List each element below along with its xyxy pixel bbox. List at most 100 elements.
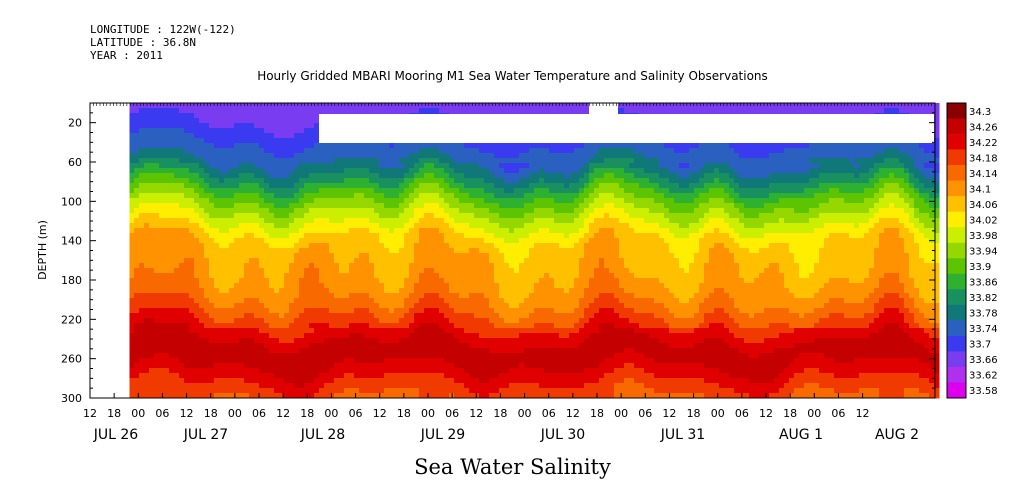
colorbar-frame	[946, 102, 967, 399]
x-tick-label: 18	[493, 407, 507, 420]
y-axis-label: DEPTH (m)	[36, 220, 49, 280]
x-tick-label: 00	[711, 407, 725, 420]
colorbar-label: 34.22	[969, 138, 998, 149]
colorbar-swatch	[947, 134, 966, 150]
colorbar-swatch	[947, 258, 966, 275]
x-tick-label: 18	[300, 407, 314, 420]
x-date-label: JUL 29	[420, 427, 465, 443]
x-tick-label: 06	[542, 407, 556, 420]
colorbar-label: 34.3	[969, 107, 991, 118]
colorbar-label: 33.9	[969, 262, 991, 273]
colorbar-label: 33.94	[969, 247, 998, 258]
colorbar-swatch	[947, 320, 966, 337]
x-tick-label: 12	[373, 407, 387, 420]
x-date-label: JUL 31	[660, 427, 705, 443]
x-tick-label: 00	[324, 407, 338, 420]
x-tick-label: 18	[107, 407, 121, 420]
colorbar: 34.3 34.26 34.22 34.18 34.14 34.1 34.06 34.02 33…	[946, 102, 998, 399]
x-tick-label: 18	[204, 407, 218, 420]
colorbar-swatch	[947, 289, 966, 306]
colorbar-label: 34.06	[969, 200, 998, 211]
colorbar-label: 34.26	[969, 122, 998, 133]
x-tick-label: 00	[518, 407, 532, 420]
colorbar-swatch	[947, 351, 966, 368]
colorbar-label: 34.1	[969, 184, 991, 195]
heatmap-field	[129, 103, 940, 399]
colorbar-label: 33.7	[969, 340, 991, 351]
x-tick-label: 06	[252, 407, 266, 420]
colorbar-swatch	[947, 227, 966, 244]
colorbar-label: 33.74	[969, 324, 998, 335]
x-tick-label: 06	[735, 407, 749, 420]
colorbar-swatch	[947, 180, 966, 197]
colorbar-swatch	[947, 304, 966, 321]
colorbar-swatch	[947, 103, 966, 119]
x-date-label: JUL 27	[183, 427, 228, 443]
colorbar-swatch	[947, 118, 966, 135]
y-tick-label: 100	[61, 195, 82, 208]
colorbar-label: 33.98	[969, 231, 998, 242]
x-tick-label: 12	[83, 407, 97, 420]
colorbar-swatch	[947, 165, 966, 181]
missing-data-masks	[90, 103, 934, 398]
x-tick-label: 12	[759, 407, 773, 420]
x-tick-label: 06	[155, 407, 169, 420]
colorbar-label: 33.82	[969, 293, 998, 304]
colorbar-swatch	[947, 273, 966, 290]
x-date-label: AUG 2	[875, 427, 919, 443]
x-axis-label: Sea Water Salinity	[414, 455, 611, 479]
x-date-label: AUG 1	[779, 427, 823, 443]
colorbar-label: 33.66	[969, 355, 998, 366]
no-data-mask	[589, 103, 618, 115]
y-tick-label: 220	[61, 313, 82, 326]
colorbar-label: 33.62	[969, 371, 998, 382]
x-date-label: JUL 28	[300, 427, 345, 443]
latitude-label: LATITUDE : 36.8N	[90, 36, 196, 49]
chart-title: Hourly Gridded MBARI Mooring M1 Sea Wate…	[257, 69, 768, 83]
x-tick-label: 06	[349, 407, 363, 420]
x-tick-label: 12	[276, 407, 290, 420]
y-tick-label: 260	[61, 353, 82, 366]
y-tick-label: 20	[68, 117, 82, 130]
x-tick-label: 12	[469, 407, 483, 420]
colorbar-label: 34.02	[969, 215, 998, 226]
no-data-mask	[319, 114, 934, 143]
x-tick-label: 12	[180, 407, 194, 420]
y-tick-label: 60	[68, 156, 82, 169]
x-tick-label: 12	[566, 407, 580, 420]
colorbar-label: 33.58	[969, 386, 998, 397]
x-tick-label: 00	[131, 407, 145, 420]
colorbar-label: 33.78	[969, 309, 998, 320]
x-tick-label: 12	[662, 407, 676, 420]
x-tick-label: 00	[421, 407, 435, 420]
x-axis: 12 18 00 06 12 18 00 06 12 18 00 06 12 18 00 06 12 18 00 06…	[83, 103, 936, 443]
no-data-mask	[90, 103, 130, 398]
colorbar-swatch	[947, 242, 966, 259]
x-tick-label: 00	[614, 407, 628, 420]
x-tick-label: 18	[590, 407, 604, 420]
x-tick-label: 06	[831, 407, 845, 420]
y-axis: 20 60 100 140 180 220 260 300	[61, 102, 935, 405]
colorbar-swatch	[947, 382, 966, 399]
x-tick-label: 06	[638, 407, 652, 420]
year-label: YEAR : 2011	[90, 49, 163, 62]
x-date-label: JUL 30	[540, 427, 585, 443]
colorbar-swatch	[947, 196, 966, 212]
x-tick-label: 18	[687, 407, 701, 420]
colorbar-label: 33.86	[969, 278, 998, 289]
x-tick-label: 18	[783, 407, 797, 420]
y-tick-label: 300	[61, 392, 82, 405]
colorbar-swatch	[947, 211, 966, 228]
colorbar-swatch	[947, 366, 966, 383]
x-tick-label: 18	[397, 407, 411, 420]
x-tick-label: 06	[445, 407, 459, 420]
colorbar-swatch	[947, 149, 966, 166]
colorbar-label: 34.18	[969, 153, 998, 164]
x-date-label: JUL 26	[93, 427, 139, 443]
y-tick-label: 180	[61, 274, 82, 287]
colorbar-label: 34.14	[969, 169, 998, 180]
x-tick-label: 12	[856, 407, 870, 420]
y-tick-label: 140	[61, 235, 82, 248]
x-tick-label: 00	[807, 407, 821, 420]
